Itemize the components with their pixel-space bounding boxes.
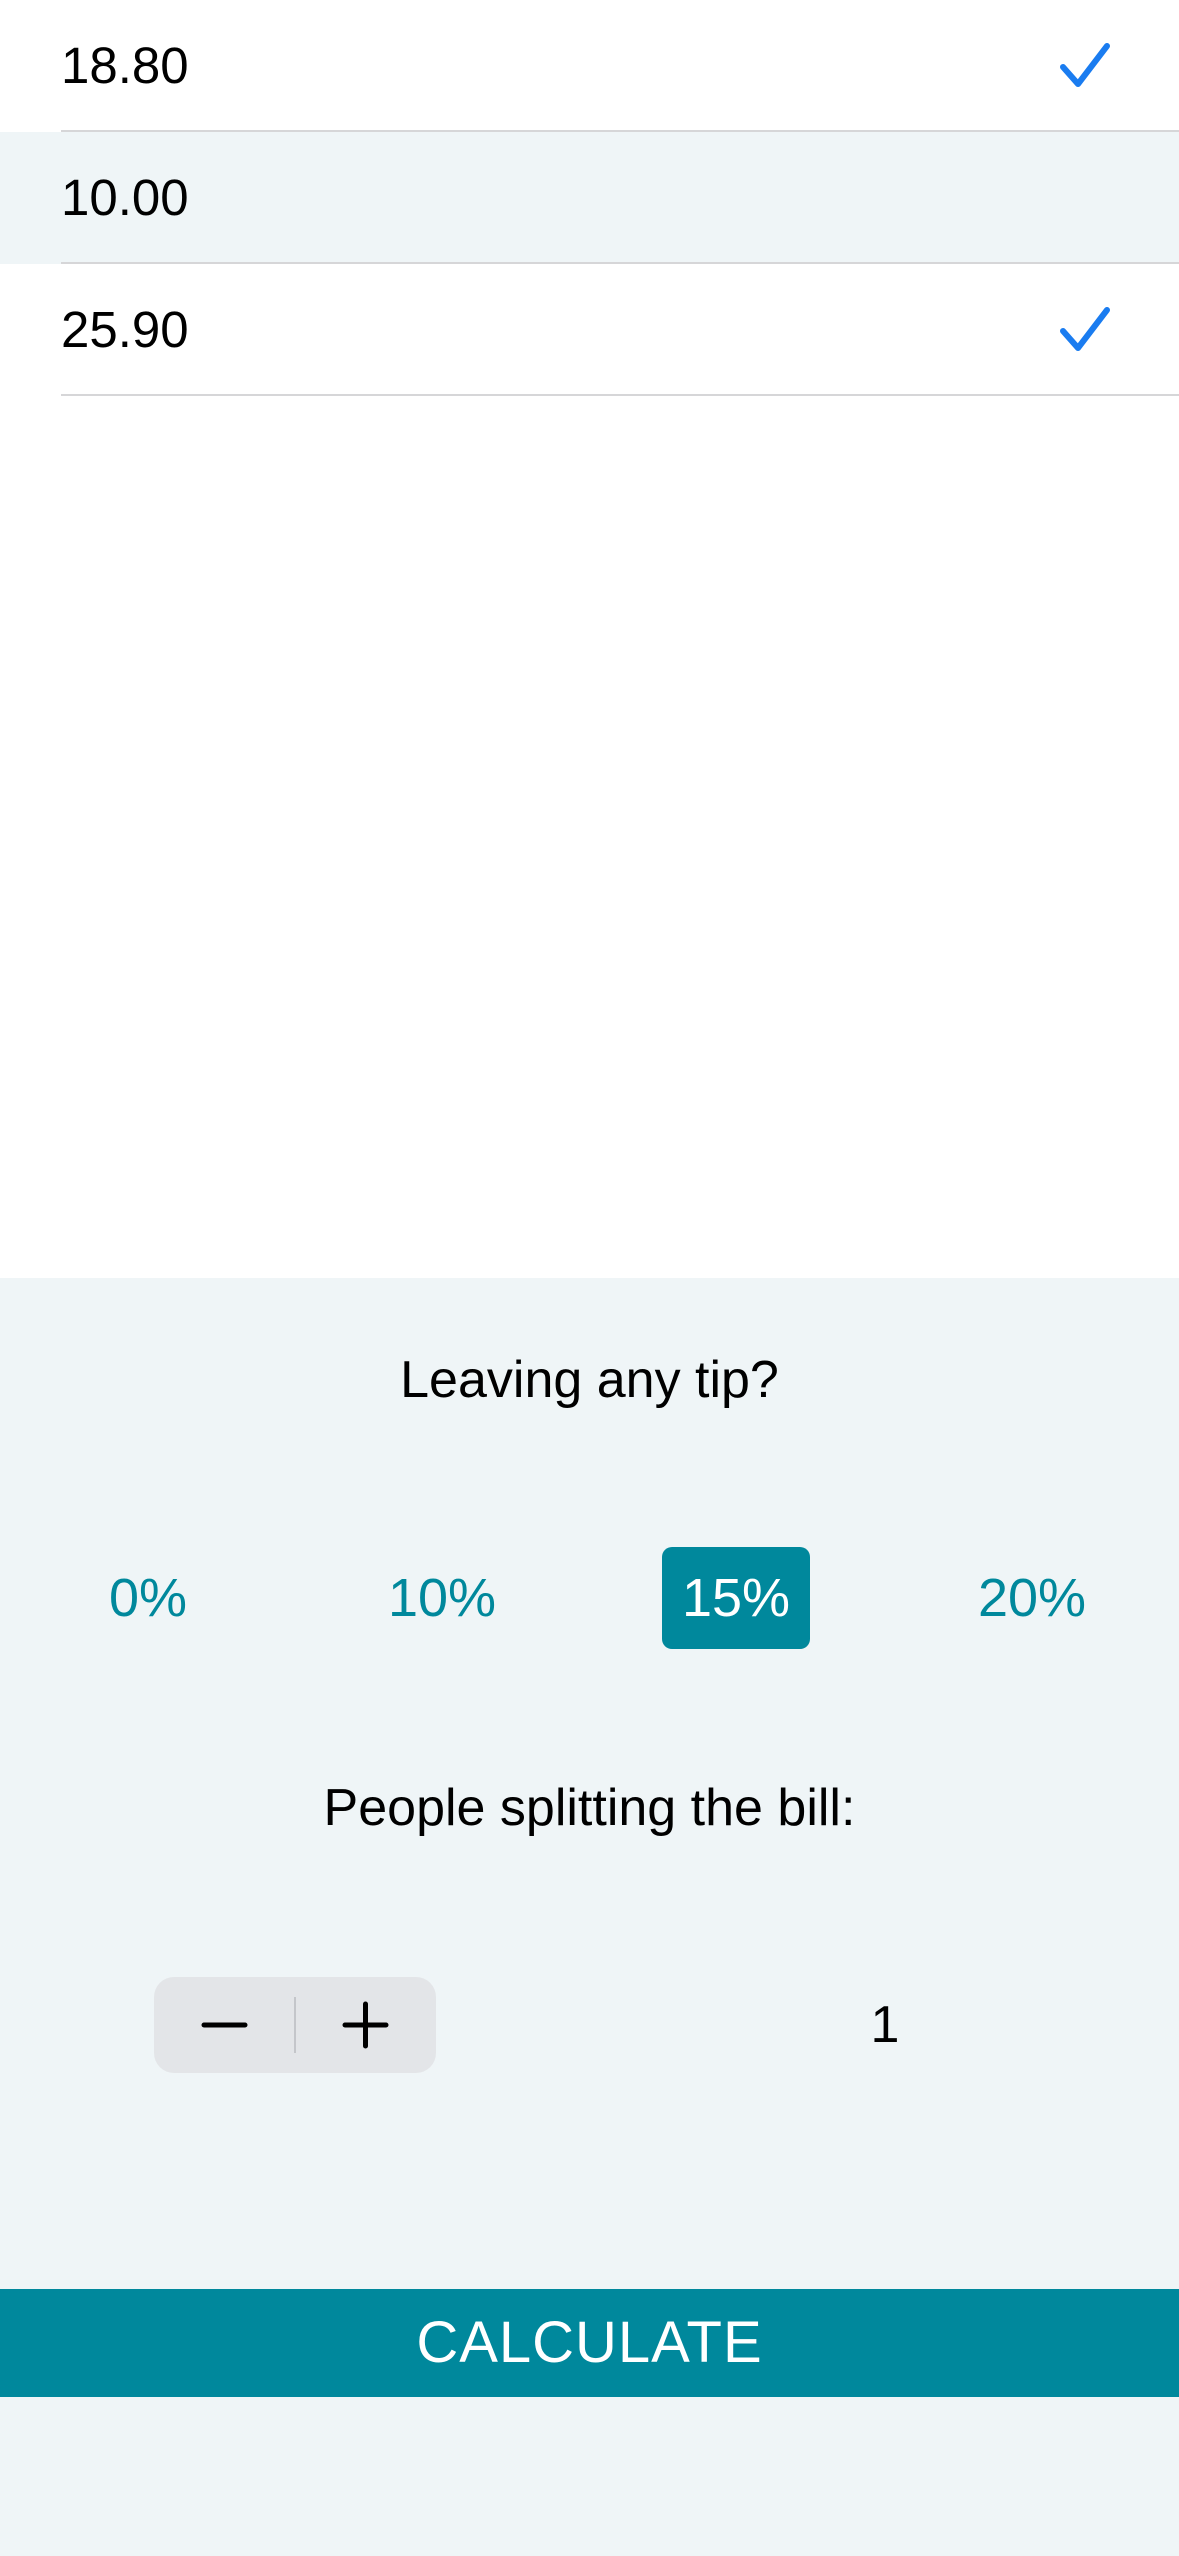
row-divider xyxy=(61,394,1179,396)
bill-amount: 10.00 xyxy=(61,169,189,226)
calculate-button[interactable]: CALCULATE xyxy=(0,2289,1179,2397)
stepper-divider xyxy=(294,1997,296,2053)
list-item[interactable]: 18.80 xyxy=(0,0,1179,132)
checkmark-icon xyxy=(1060,307,1110,351)
row-divider xyxy=(61,262,1179,264)
checkmark-icon xyxy=(1060,43,1110,87)
row-divider xyxy=(61,130,1179,132)
split-title: People splitting the bill: xyxy=(323,1779,856,1837)
list-item[interactable]: 25.90 xyxy=(0,264,1179,396)
tip-option-20[interactable]: 20% xyxy=(977,1568,1087,1628)
tip-option-15[interactable]: 15% xyxy=(662,1547,810,1649)
tip-title: Leaving any tip? xyxy=(400,1351,779,1409)
people-count: 1 xyxy=(870,1996,900,2054)
decrement-button[interactable] xyxy=(154,1977,295,2073)
increment-button[interactable] xyxy=(295,1977,436,2073)
bill-amount: 25.90 xyxy=(61,301,189,358)
plus-icon xyxy=(342,2001,389,2049)
list-item[interactable]: 10.00 xyxy=(0,132,1179,264)
bill-amount: 18.80 xyxy=(61,37,189,94)
tip-option-0[interactable]: 0% xyxy=(108,1568,188,1628)
minus-icon xyxy=(201,2022,248,2028)
people-stepper xyxy=(154,1977,436,2073)
tip-option-10[interactable]: 10% xyxy=(387,1568,497,1628)
